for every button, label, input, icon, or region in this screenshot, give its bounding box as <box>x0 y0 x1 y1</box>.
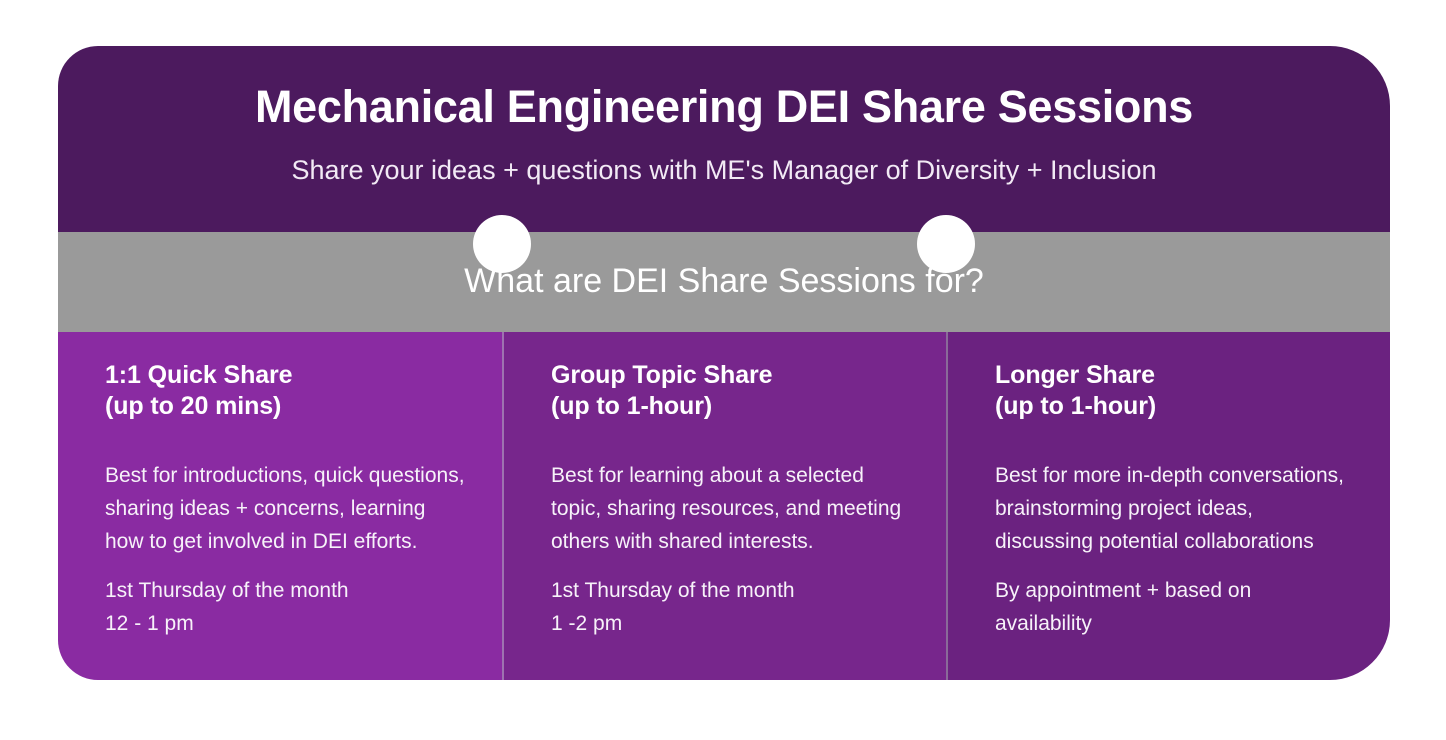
session-card-longer-share: Longer Share (up to 1-hour) Best for mor… <box>946 332 1390 680</box>
session-card-title-line-2: (up to 1-hour) <box>995 392 1157 421</box>
session-card-schedule-line-1: 1st Thursday of the month <box>105 579 349 603</box>
connector-circle-icon-1 <box>473 215 531 273</box>
page-subtitle: Share your ideas + questions with ME's M… <box>291 154 1157 185</box>
header-banner: Mechanical Engineering DEI Share Session… <box>58 46 1390 232</box>
session-card-title-line-1: Group Topic Share <box>551 361 773 389</box>
session-card-schedule-line-2: 1 -2 pm <box>551 612 623 636</box>
connector-circle-icon-2 <box>917 215 975 273</box>
session-card-schedule-line-2: availability <box>995 612 1092 636</box>
session-card-schedule-line-1: By appointment + based on <box>995 579 1252 603</box>
session-card-title: 1:1 Quick Share (up to 20 mins) <box>105 360 468 423</box>
session-card-title-line-2: (up to 1-hour) <box>551 392 713 421</box>
dei-share-sessions-infographic: Mechanical Engineering DEI Share Session… <box>58 46 1390 680</box>
session-card-title: Longer Share (up to 1-hour) <box>995 360 1356 423</box>
session-card-schedule-line-2: 12 - 1 pm <box>105 612 194 636</box>
session-card-title-line-1: 1:1 Quick Share <box>105 361 293 389</box>
session-card-group-topic-share: Group Topic Share (up to 1-hour) Best fo… <box>502 332 946 680</box>
session-card-description: Best for learning about a selected topic… <box>551 463 902 553</box>
session-card-title: Group Topic Share (up to 1-hour) <box>551 360 912 423</box>
session-card-title-line-1: Longer Share <box>995 361 1155 389</box>
section-band-label: What are DEI Share Sessions for? <box>464 262 984 301</box>
session-card-description: Best for more in-depth conversations, br… <box>995 463 1345 553</box>
section-band: What are DEI Share Sessions for? <box>58 232 1390 332</box>
page-title: Mechanical Engineering DEI Share Session… <box>254 81 1194 132</box>
session-card-schedule: By appointment + based on availability <box>995 558 1356 640</box>
session-card-schedule: 1st Thursday of the month 1 -2 pm <box>551 558 912 640</box>
session-card-schedule: 1st Thursday of the month 12 - 1 pm <box>105 558 468 640</box>
session-card-schedule-line-1: 1st Thursday of the month <box>551 579 795 603</box>
session-card-quick-share: 1:1 Quick Share (up to 20 mins) Best for… <box>58 332 502 680</box>
session-card-description: Best for introductions, quick questions,… <box>105 463 465 553</box>
session-types-row: 1:1 Quick Share (up to 20 mins) Best for… <box>58 332 1390 680</box>
session-card-title-line-2: (up to 20 mins) <box>105 392 282 421</box>
